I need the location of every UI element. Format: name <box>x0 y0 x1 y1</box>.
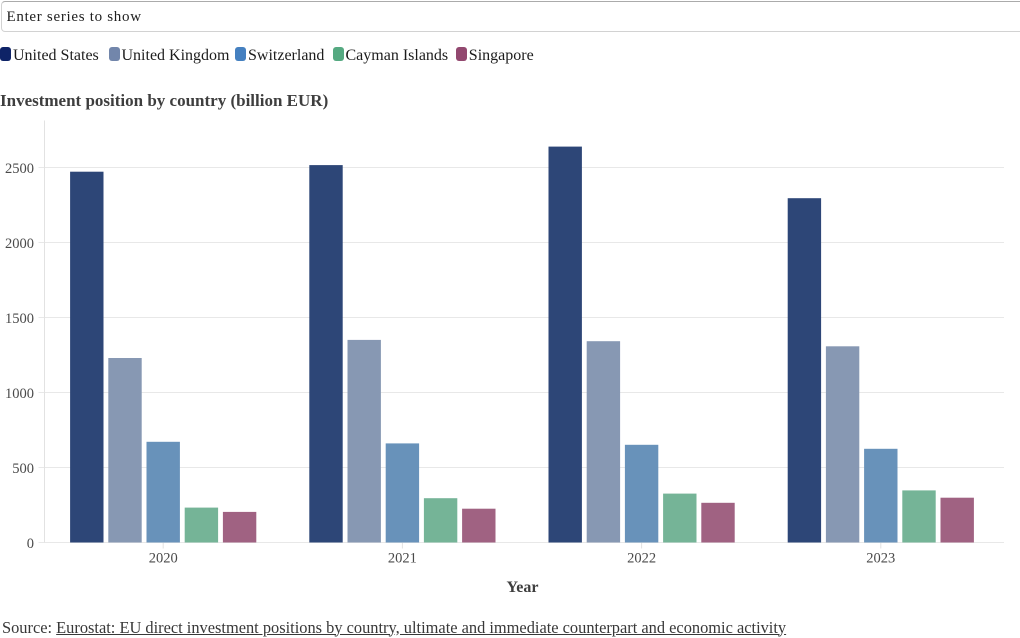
svg-text:2022: 2022 <box>627 551 656 567</box>
svg-text:2500: 2500 <box>5 161 34 177</box>
svg-text:0: 0 <box>27 536 34 552</box>
svg-text:2000: 2000 <box>5 236 34 252</box>
svg-text:1500: 1500 <box>5 311 34 327</box>
svg-text:1000: 1000 <box>5 386 34 402</box>
svg-text:2023: 2023 <box>866 551 895 567</box>
svg-text:2020: 2020 <box>149 551 178 567</box>
svg-text:2021: 2021 <box>388 551 417 567</box>
svg-text:500: 500 <box>12 461 34 477</box>
